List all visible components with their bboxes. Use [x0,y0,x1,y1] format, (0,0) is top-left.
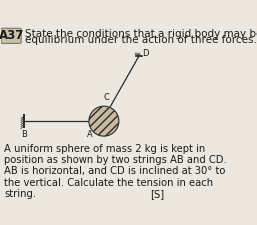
Text: B: B [21,130,27,139]
Text: position as shown by two strings AB and CD.: position as shown by two strings AB and … [4,155,227,165]
Circle shape [89,106,119,136]
Text: equilibrium under the action of three forces.: equilibrium under the action of three fo… [25,35,257,45]
Text: A37: A37 [0,29,24,42]
Text: the vertical. Calculate the tension in each: the vertical. Calculate the tension in e… [4,178,213,188]
Text: [S]: [S] [150,189,164,199]
Text: C: C [104,93,109,102]
Text: string.: string. [4,189,36,199]
Text: A uniform sphere of mass 2 kg is kept in: A uniform sphere of mass 2 kg is kept in [4,144,205,154]
Text: A: A [87,130,93,139]
FancyBboxPatch shape [1,28,21,43]
Text: State the conditions that a rigid body may be in: State the conditions that a rigid body m… [25,29,257,39]
Text: AB is horizontal, and CD is inclined at 30° to: AB is horizontal, and CD is inclined at … [4,166,225,176]
Text: D: D [142,49,149,58]
